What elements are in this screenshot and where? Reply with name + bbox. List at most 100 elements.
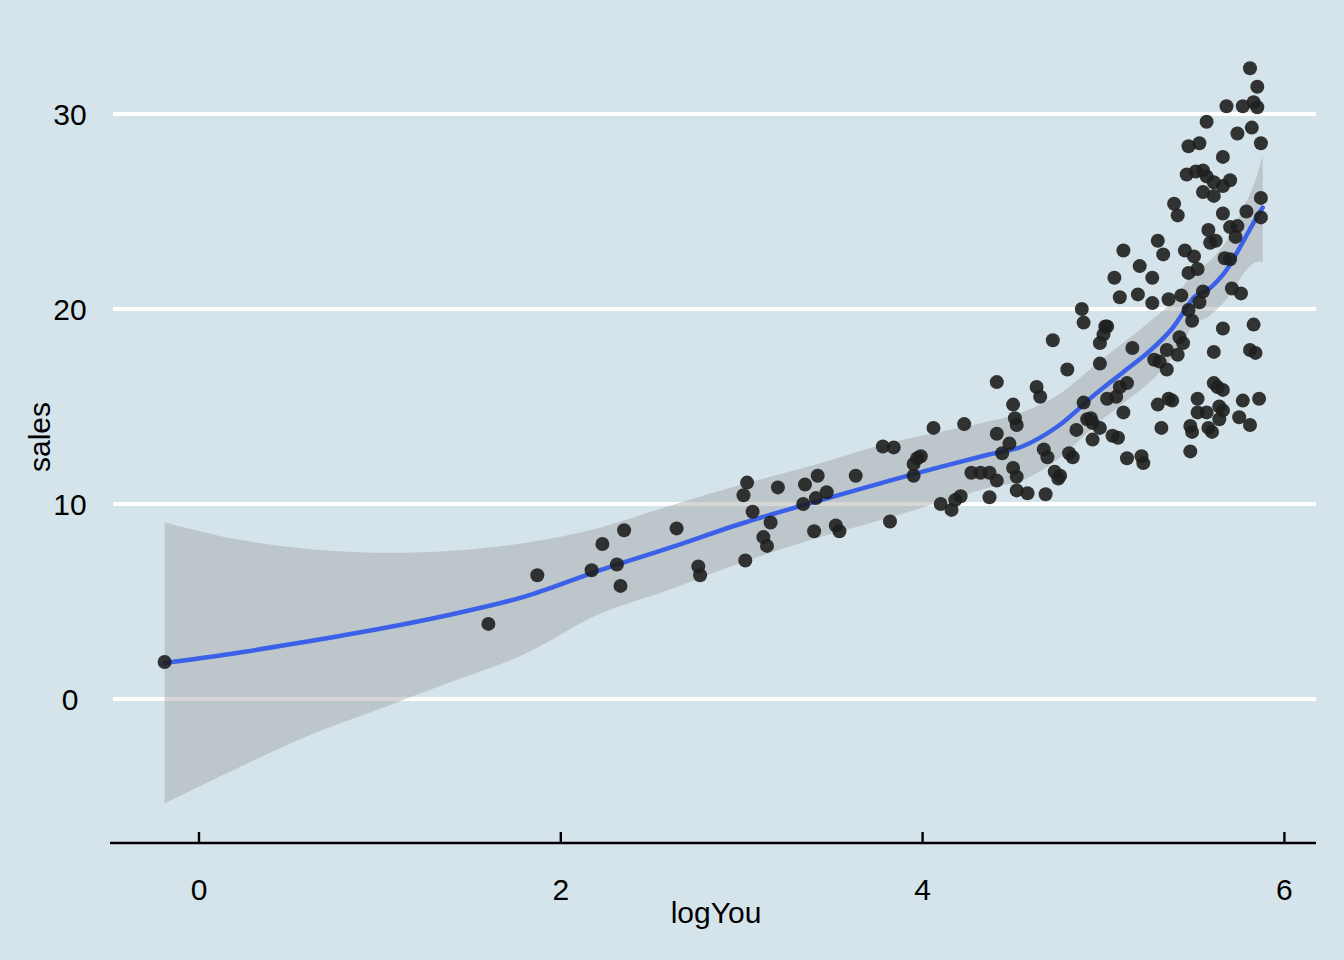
data-point xyxy=(927,421,941,435)
data-point xyxy=(1046,333,1060,347)
data-point xyxy=(1060,363,1074,377)
data-point xyxy=(740,476,754,490)
data-point xyxy=(746,505,760,519)
data-point xyxy=(1247,318,1261,332)
data-point xyxy=(1205,425,1219,439)
data-point xyxy=(1120,451,1134,465)
data-point xyxy=(1216,150,1230,164)
plot-background xyxy=(0,0,1344,960)
data-point xyxy=(771,480,785,494)
data-point xyxy=(1191,392,1205,406)
data-point xyxy=(1254,136,1268,150)
scatter-plot-figure: 02460102030logYousales xyxy=(0,0,1344,960)
data-point xyxy=(1212,412,1226,426)
data-point xyxy=(1077,316,1091,330)
data-point xyxy=(1207,189,1221,203)
y-tick-label-10: 10 xyxy=(53,488,86,521)
data-point xyxy=(1252,392,1266,406)
data-point xyxy=(990,427,1004,441)
data-point xyxy=(1192,136,1206,150)
data-point xyxy=(1093,421,1107,435)
data-point xyxy=(1230,127,1244,141)
data-point xyxy=(1116,244,1130,258)
y-axis-title: sales xyxy=(23,402,56,472)
data-point xyxy=(1239,205,1253,219)
data-point xyxy=(481,617,495,631)
data-point xyxy=(760,539,774,553)
data-point xyxy=(764,516,778,530)
data-point xyxy=(1156,247,1170,261)
y-tick-label-30: 30 xyxy=(53,98,86,131)
data-point xyxy=(1077,396,1091,410)
data-point xyxy=(798,478,812,492)
data-point xyxy=(1207,345,1221,359)
data-point xyxy=(990,375,1004,389)
data-point xyxy=(1229,230,1243,244)
x-axis-title: logYou xyxy=(671,896,762,929)
data-point xyxy=(1021,486,1035,500)
y-tick-label-20: 20 xyxy=(53,293,86,326)
y-tick-label-0: 0 xyxy=(62,683,79,716)
data-point xyxy=(1010,470,1024,484)
x-tick-label-6: 6 xyxy=(1276,873,1293,906)
data-point xyxy=(1160,363,1174,377)
data-point xyxy=(983,490,997,504)
data-point xyxy=(1006,398,1020,412)
data-point xyxy=(693,568,707,582)
data-point xyxy=(1145,296,1159,310)
data-point xyxy=(807,524,821,538)
x-tick-label-4: 4 xyxy=(914,873,931,906)
data-point xyxy=(1133,259,1147,273)
data-point xyxy=(1185,314,1199,328)
data-point xyxy=(1162,292,1176,306)
data-point xyxy=(1243,418,1257,432)
data-point xyxy=(1040,450,1054,464)
data-point xyxy=(1171,208,1185,222)
data-point xyxy=(614,579,628,593)
data-point xyxy=(1165,394,1179,408)
data-point xyxy=(1154,421,1168,435)
data-point xyxy=(1145,271,1159,285)
data-point xyxy=(957,417,971,431)
data-point xyxy=(1191,262,1205,276)
data-point xyxy=(1039,487,1053,501)
x-tick-label-0: 0 xyxy=(191,873,208,906)
data-point xyxy=(990,474,1004,488)
data-point xyxy=(1066,450,1080,464)
data-point xyxy=(1254,210,1268,224)
data-point xyxy=(1250,100,1264,114)
data-point xyxy=(1125,341,1139,355)
data-point xyxy=(1216,383,1230,397)
data-point xyxy=(738,554,752,568)
data-point xyxy=(1185,425,1199,439)
data-point xyxy=(1093,357,1107,371)
data-point xyxy=(1069,423,1083,437)
data-point xyxy=(1010,418,1024,432)
data-point xyxy=(1075,302,1089,316)
data-point xyxy=(995,446,1009,460)
data-point xyxy=(1151,234,1165,248)
data-point xyxy=(1100,320,1114,334)
data-point xyxy=(1200,115,1214,129)
data-point xyxy=(1216,207,1230,221)
data-point xyxy=(1234,286,1248,300)
data-point xyxy=(1249,346,1263,360)
data-point xyxy=(883,515,897,529)
data-point xyxy=(158,655,172,669)
data-point xyxy=(1086,433,1100,447)
data-point xyxy=(1196,285,1210,299)
data-point xyxy=(1245,121,1259,135)
data-point xyxy=(1051,472,1065,486)
data-point xyxy=(1220,99,1234,113)
data-point xyxy=(1250,80,1264,94)
data-point xyxy=(887,440,901,454)
data-point xyxy=(1131,287,1145,301)
data-point xyxy=(1203,236,1217,250)
data-point xyxy=(832,524,846,538)
data-point xyxy=(1136,456,1150,470)
data-point xyxy=(737,488,751,502)
data-point xyxy=(1223,252,1237,266)
data-point xyxy=(914,449,928,463)
data-point xyxy=(907,469,921,483)
data-point xyxy=(1120,376,1134,390)
